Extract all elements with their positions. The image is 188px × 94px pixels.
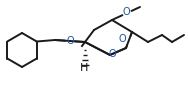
- Text: H: H: [80, 63, 88, 73]
- Text: O: O: [118, 34, 126, 44]
- Text: O: O: [122, 7, 130, 17]
- Text: O: O: [108, 49, 116, 59]
- Text: O: O: [66, 36, 74, 46]
